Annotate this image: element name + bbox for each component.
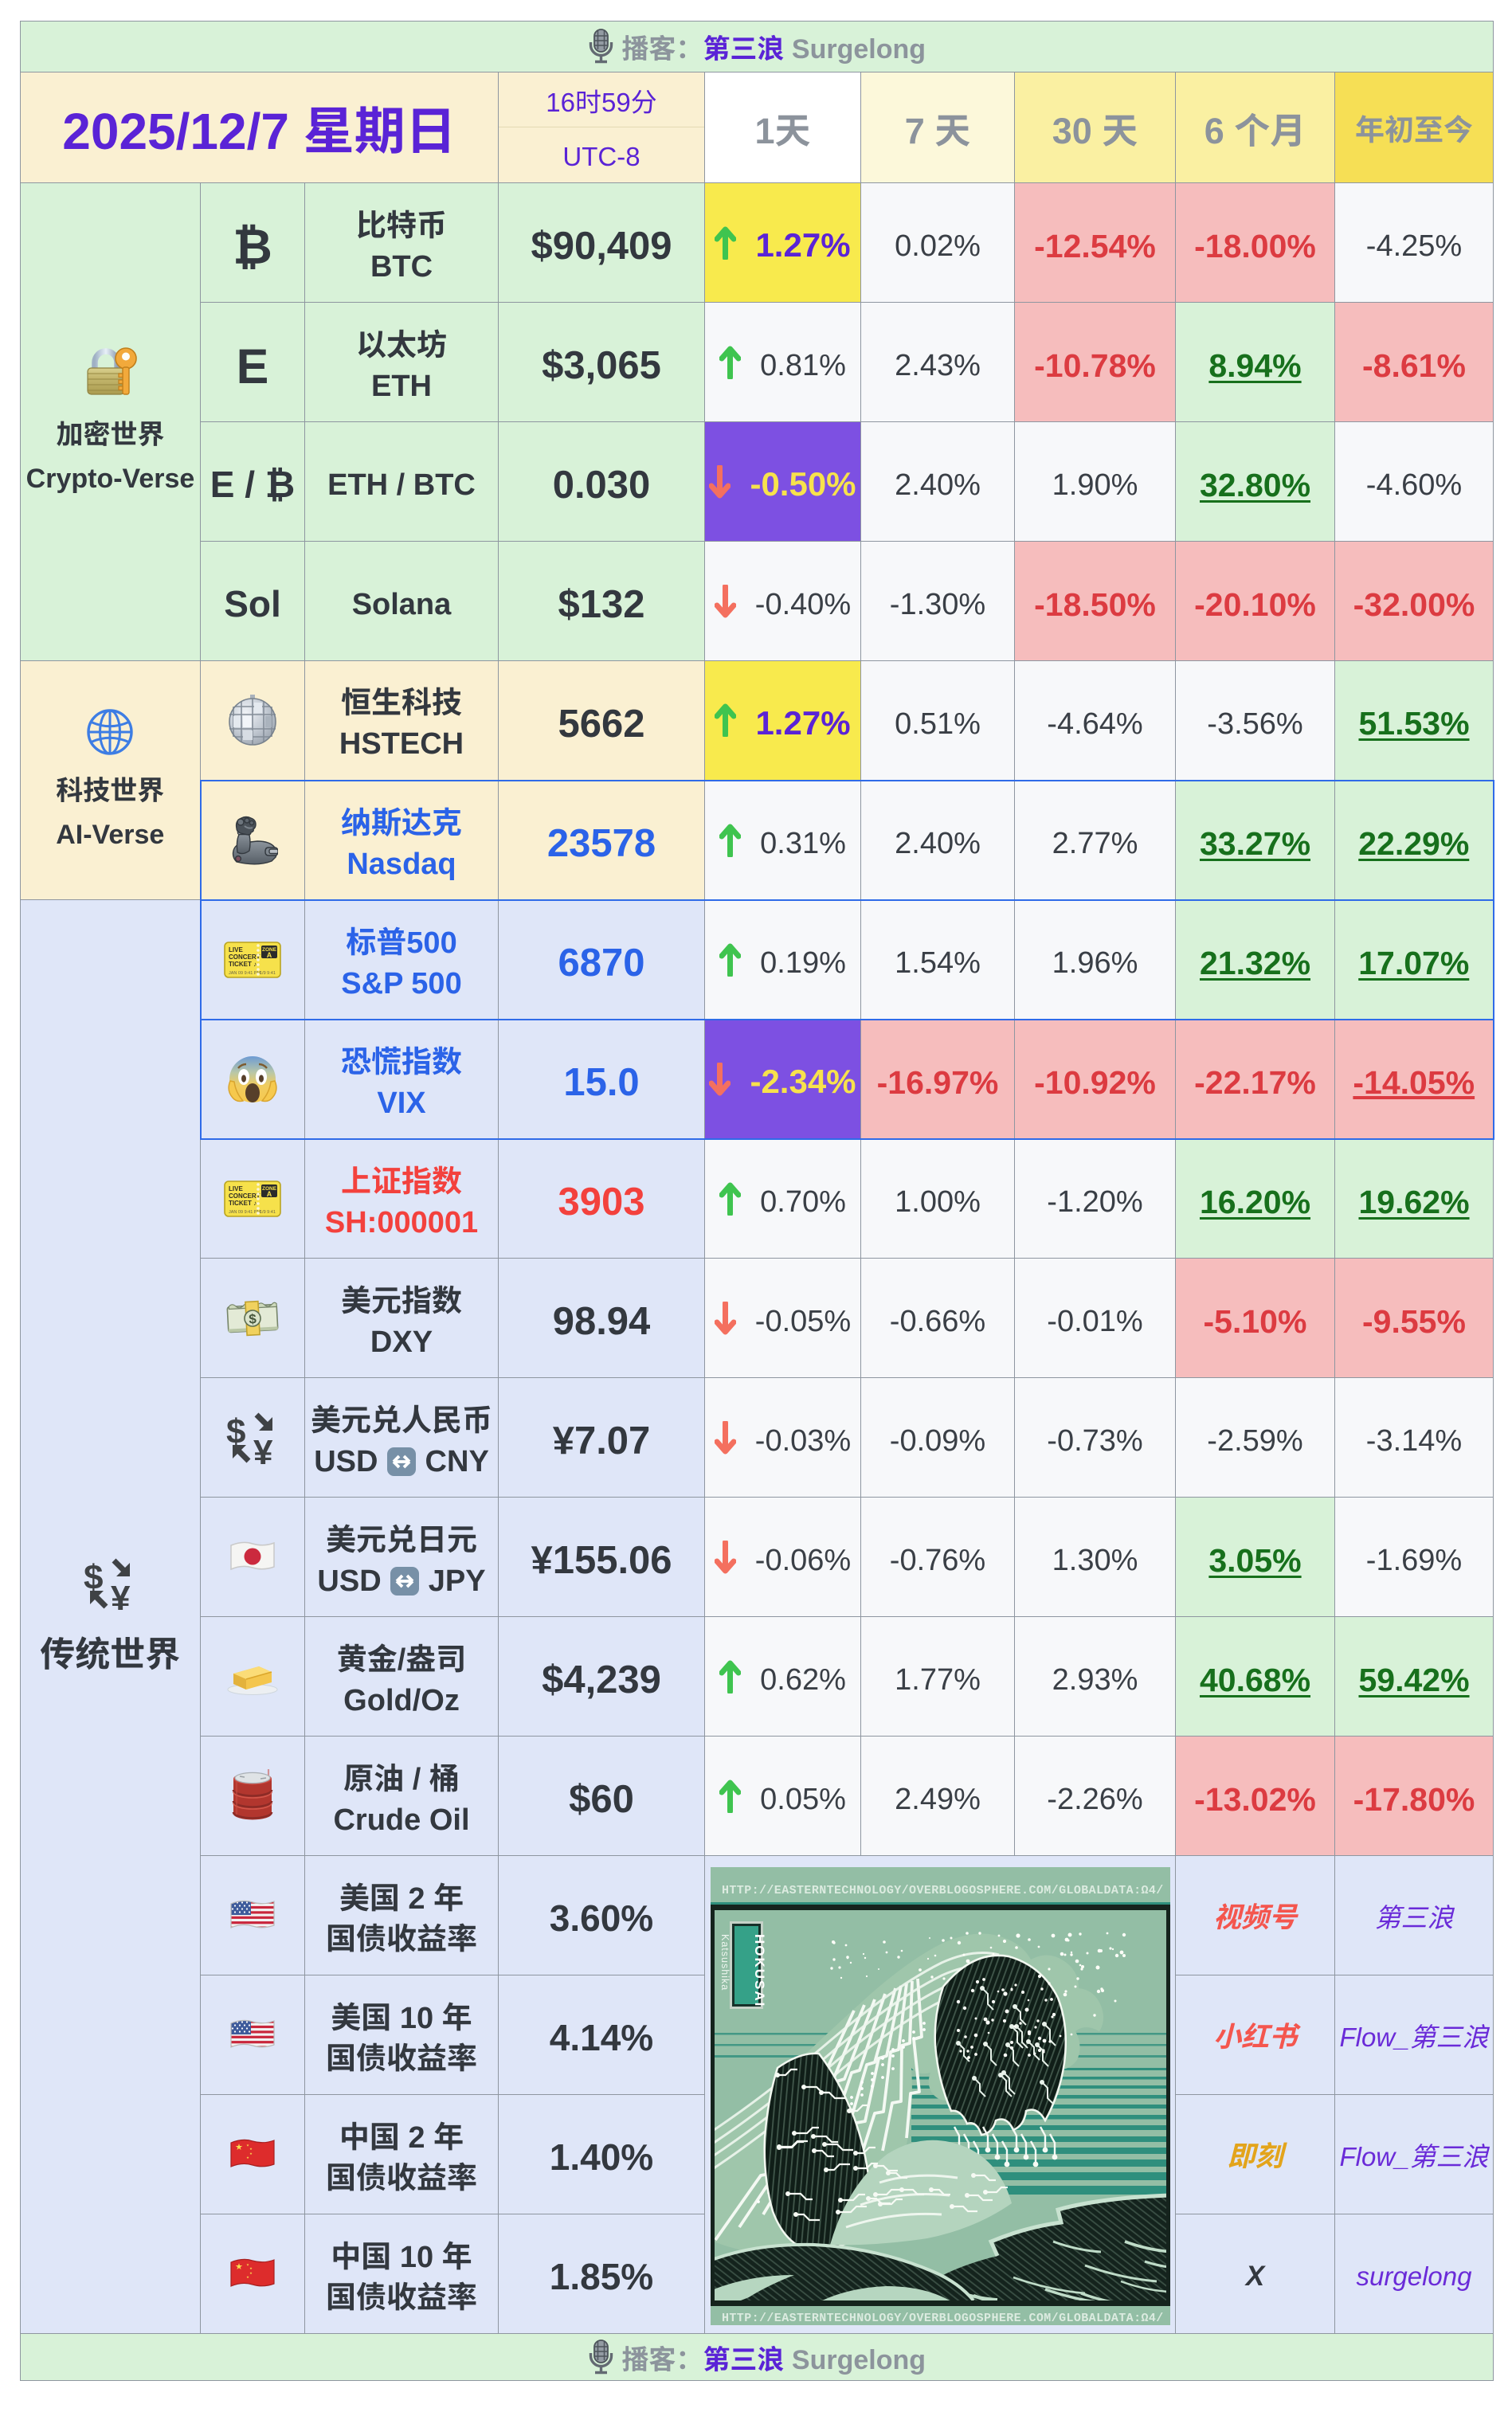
svg-text:HOKUSAI: HOKUSAI: [752, 1934, 767, 2007]
svg-text:$: $: [84, 1558, 103, 1597]
svg-text:TICKET ♪: TICKET ♪: [229, 1200, 257, 1207]
svg-text:$: $: [226, 1412, 245, 1451]
svg-text:ZONE: ZONE: [262, 1186, 277, 1192]
svg-text:CONCERT: CONCERT: [229, 953, 260, 961]
svg-text:¥: ¥: [111, 1579, 131, 1610]
svg-text:TICKET ♪: TICKET ♪: [229, 961, 257, 968]
svg-text:¥: ¥: [253, 1433, 273, 1464]
svg-text:A: A: [267, 951, 272, 959]
svg-text:HTTP://EASTERNTECHNOLOGY/OVERB: HTTP://EASTERNTECHNOLOGY/OVERBLOGOSPHERE…: [722, 2312, 1164, 2325]
svg-text:JAN 09 9:41 PM: JAN 09 9:41 PM: [229, 1210, 260, 1215]
svg-text:$: $: [249, 1311, 257, 1326]
svg-text:CONCERT: CONCERT: [229, 1192, 260, 1200]
svg-text:LIVE: LIVE: [229, 946, 243, 953]
svg-text:LIVE: LIVE: [229, 1185, 243, 1192]
svg-text:1/9 9:41: 1/9 9:41: [260, 1210, 276, 1215]
svg-text:Katsushika: Katsushika: [719, 1934, 731, 1991]
svg-text:1/9 9:41: 1/9 9:41: [260, 971, 276, 976]
svg-text:HTTP://EASTERNTECHNOLOGY/OVERB: HTTP://EASTERNTECHNOLOGY/OVERBLOGOSPHERE…: [722, 1884, 1164, 1897]
svg-text:JAN 09 9:41 PM: JAN 09 9:41 PM: [229, 971, 260, 976]
svg-text:A: A: [267, 1190, 272, 1198]
svg-text:ZONE: ZONE: [262, 947, 277, 953]
